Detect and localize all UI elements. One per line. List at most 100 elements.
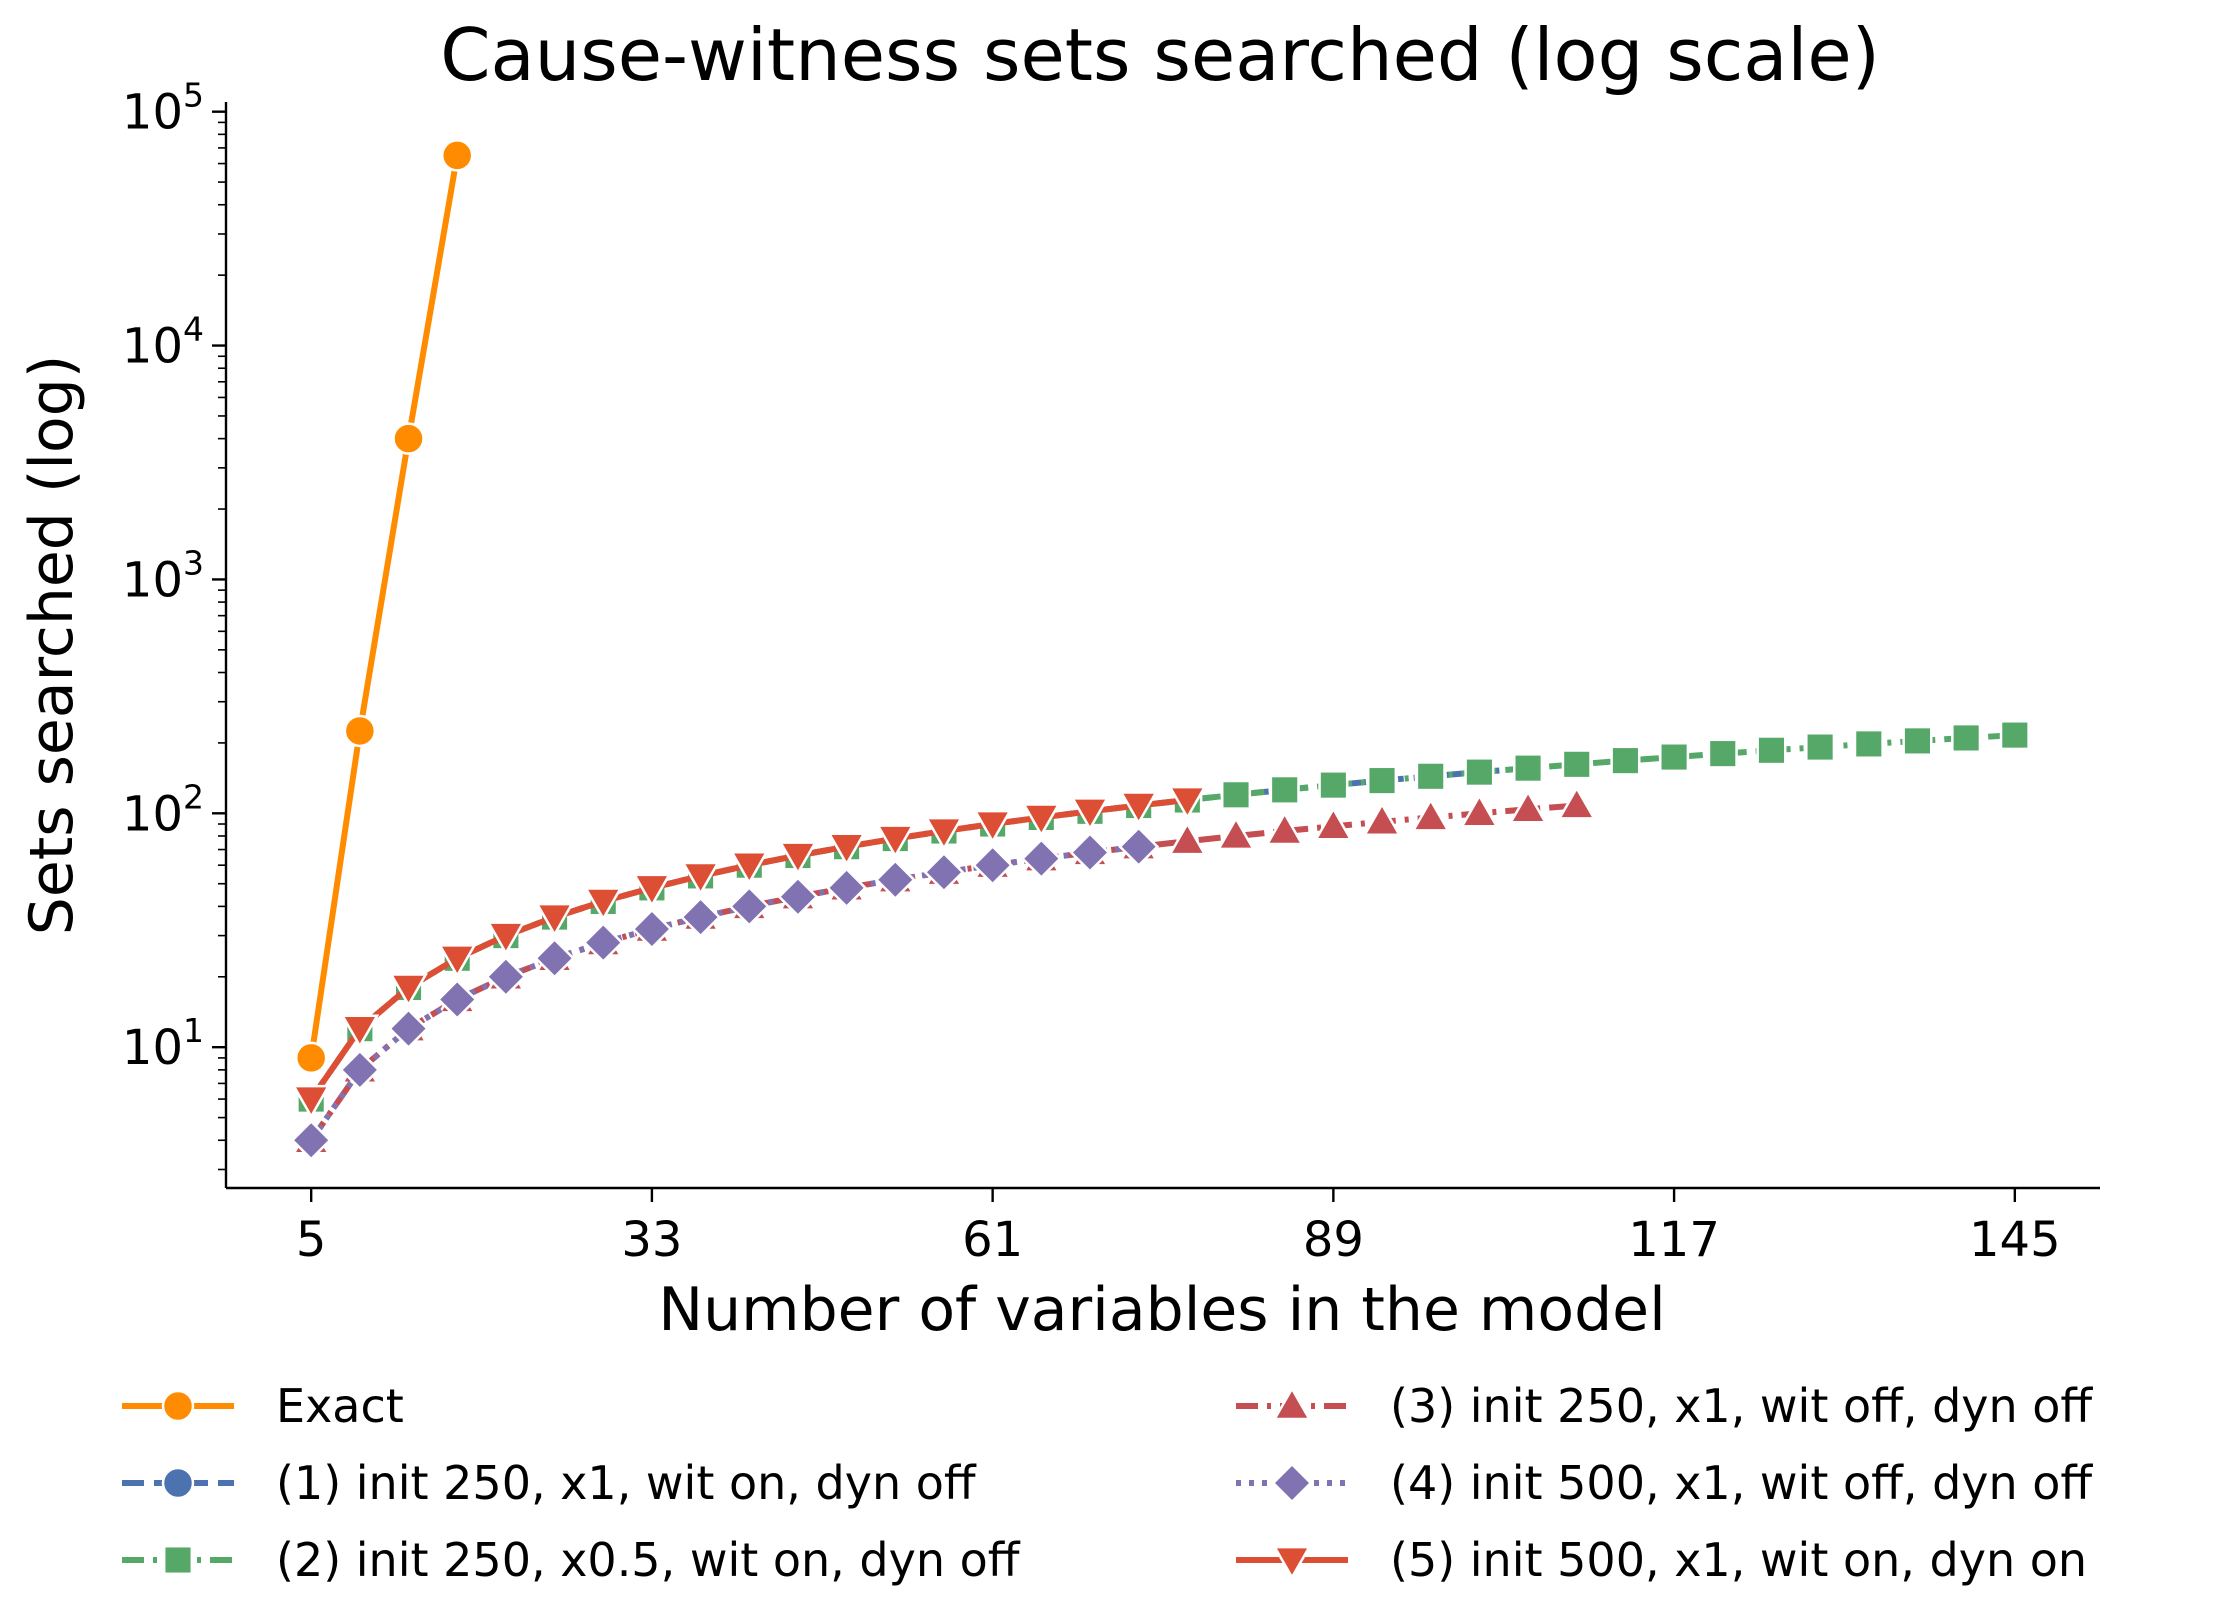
data-point	[1119, 791, 1159, 826]
data-point	[1853, 728, 1884, 759]
data-point	[534, 937, 576, 979]
data-point	[973, 809, 1013, 844]
data-point	[340, 1014, 380, 1049]
data-point	[972, 844, 1014, 886]
data-point	[924, 816, 964, 851]
data-point	[343, 714, 377, 748]
data-point	[1513, 753, 1544, 784]
legend-item: (1) init 250, x1, wit on, dyn off	[122, 1456, 977, 1510]
data-point	[681, 861, 720, 896]
data-point	[535, 902, 574, 937]
data-point	[1216, 816, 1256, 851]
legend-item: (2) init 250, x0.5, wit on, dyn off	[122, 1533, 1021, 1587]
y-tick-label: 102	[122, 777, 204, 842]
data-point	[582, 922, 624, 964]
data-point	[826, 867, 868, 909]
data-point	[632, 873, 672, 908]
x-tick-label: 89	[1303, 1212, 1364, 1268]
data-point	[1557, 785, 1597, 820]
series-5	[291, 785, 1207, 1119]
x-tick-label: 5	[296, 1212, 327, 1268]
data-point	[1167, 821, 1207, 856]
data-point	[485, 956, 527, 998]
data-point	[1069, 831, 1111, 874]
data-point	[1362, 802, 1402, 836]
data-point	[436, 978, 478, 1020]
data-point	[1269, 774, 1300, 805]
data-point	[583, 887, 623, 922]
legend-item: (5) init 500, x1, wit on, dyn on	[1236, 1533, 2087, 1587]
legend-marker	[1272, 1545, 1312, 1580]
legend-marker	[161, 1466, 195, 1500]
data-point	[923, 851, 965, 893]
data-point	[1951, 722, 1982, 754]
legend-marker	[162, 1544, 194, 1576]
data-point	[1756, 735, 1787, 766]
data-point	[1021, 803, 1061, 838]
data-point	[1415, 761, 1446, 792]
legend-label: (1) init 250, x1, wit on, dyn off	[276, 1456, 977, 1510]
x-tick-label: 145	[1969, 1212, 2061, 1268]
legend-item: (3) init 250, x1, wit off, dyn off	[1236, 1379, 2093, 1433]
data-point	[1805, 732, 1836, 763]
data-point	[777, 876, 819, 918]
y-ticks: 101 102 103 104 105	[122, 76, 226, 1171]
data-point	[728, 885, 770, 927]
legend: Exact (1) init 250, x1, wit on, dyn off (2…	[122, 1379, 2093, 1587]
data-point	[1464, 757, 1495, 788]
data-point	[1659, 742, 1690, 773]
data-point	[1459, 793, 1499, 828]
data-point	[290, 1119, 332, 1161]
data-point	[437, 944, 477, 979]
data-point	[1707, 738, 1738, 769]
y-tick-label: 103	[122, 543, 204, 608]
data-point	[291, 1084, 331, 1119]
data-point	[1610, 745, 1641, 776]
data-point	[1366, 765, 1398, 796]
series-exact	[294, 139, 474, 1075]
series-line	[308, 843, 1140, 1143]
series-line	[308, 154, 461, 1059]
legend-label: (5) init 500, x1, wit on, dyn on	[1390, 1533, 2087, 1587]
data-point	[1999, 720, 2030, 751]
data-point	[1508, 789, 1548, 824]
x-axis-label: Number of variables in the model	[658, 1275, 1666, 1345]
data-point	[875, 824, 915, 859]
data-point	[1318, 770, 1349, 801]
data-point	[440, 139, 474, 172]
legend-marker	[161, 1389, 195, 1423]
data-point	[1313, 806, 1353, 841]
data-point	[1902, 725, 1933, 756]
data-point	[827, 832, 867, 867]
data-point	[294, 1041, 328, 1075]
data-point	[874, 859, 916, 901]
data-point	[680, 896, 722, 938]
data-point	[1220, 779, 1252, 810]
x-tick-label: 61	[962, 1212, 1023, 1268]
x-ticks: 5 33 61 89 117 145	[296, 1188, 2061, 1268]
y-axis-label: Sets searched (log)	[17, 355, 87, 936]
legend-item: Exact	[122, 1379, 404, 1433]
x-tick-label: 33	[621, 1212, 682, 1268]
data-point	[392, 422, 425, 455]
y-tick-label: 101	[122, 1011, 204, 1076]
y-tick-label: 104	[122, 310, 204, 375]
data-point	[1265, 811, 1305, 846]
data-point	[388, 1008, 430, 1050]
data-point	[1070, 797, 1110, 832]
data-point	[1561, 749, 1592, 780]
legend-label: (3) init 250, x1, wit off, dyn off	[1390, 1379, 2093, 1433]
legend-item: (4) init 500, x1, wit off, dyn off	[1236, 1456, 2093, 1510]
legend-label: Exact	[276, 1379, 404, 1433]
data-point	[339, 1049, 381, 1091]
plot-area	[290, 139, 2030, 1161]
data-point	[486, 921, 526, 956]
data-point	[1020, 838, 1062, 880]
data-point	[389, 973, 428, 1008]
data-point	[778, 841, 818, 876]
chart-title: Cause-witness sets searched (log scale)	[440, 13, 1880, 97]
data-point	[729, 851, 769, 885]
data-point	[1411, 797, 1451, 832]
legend-label: (4) init 500, x1, wit off, dyn off	[1390, 1456, 2093, 1510]
